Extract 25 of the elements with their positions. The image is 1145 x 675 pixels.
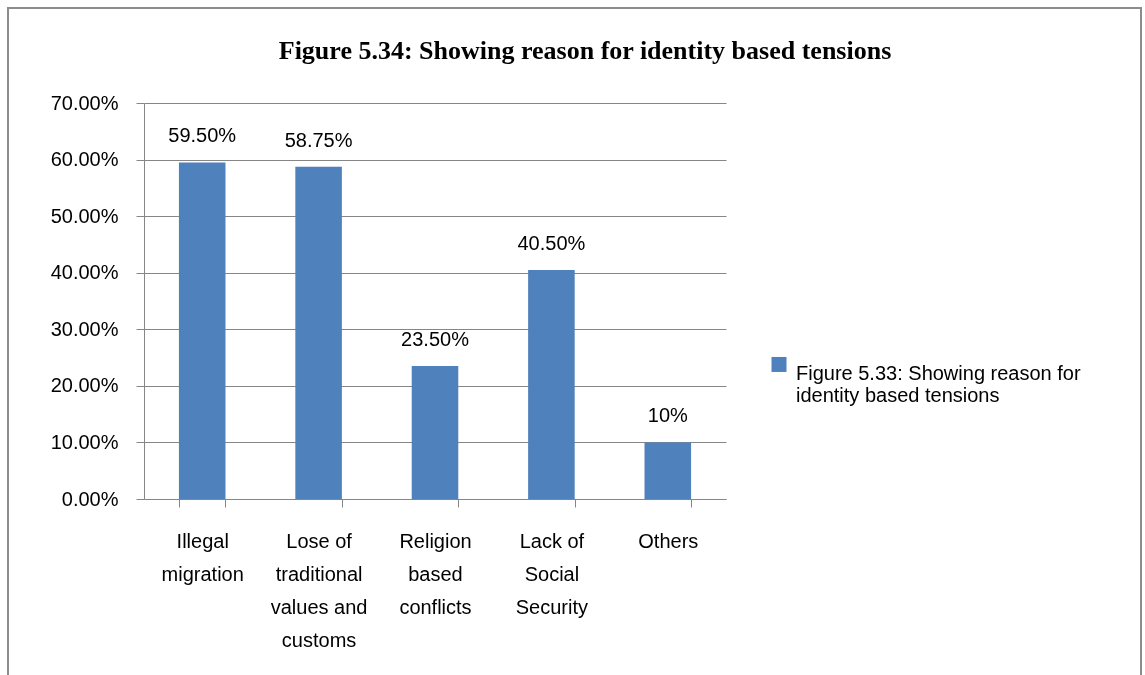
- x-tick-label: Lose of traditional values and customs: [270, 529, 368, 651]
- data-label: 10%: [647, 404, 689, 427]
- bar: [644, 442, 692, 499]
- x-tick-label: Religion based conflicts: [399, 529, 472, 618]
- x-tick-label: Others: [638, 529, 699, 552]
- data-label: 23.50%: [401, 328, 470, 351]
- x-tick-label: Illegal migration: [161, 529, 244, 585]
- bar: [295, 166, 342, 499]
- bar: [178, 162, 226, 499]
- data-label: 40.50%: [517, 231, 586, 254]
- y-tick-label: 50.00%: [50, 204, 119, 227]
- y-tick-label: 30.00%: [50, 317, 119, 340]
- bar: [411, 366, 459, 499]
- y-tick-label: 10.00%: [50, 430, 119, 453]
- legend-label: Figure 5.33: Showing reason for identity based tensions: [796, 362, 1081, 407]
- y-tick-label: 60.00%: [50, 148, 119, 171]
- data-label: 59.50%: [168, 124, 237, 147]
- x-tick-label: Lack of Social Security: [515, 529, 589, 618]
- y-tick-label: 40.00%: [50, 261, 119, 284]
- y-tick-label: 70.00%: [50, 91, 119, 114]
- bar: [528, 269, 575, 499]
- y-tick-label: 0.00%: [61, 487, 119, 510]
- data-label: 58.75%: [284, 128, 353, 151]
- chart-title: Figure 5.34: Showing reason for identity based tensions: [278, 36, 892, 65]
- y-tick-label: 20.00%: [50, 374, 119, 397]
